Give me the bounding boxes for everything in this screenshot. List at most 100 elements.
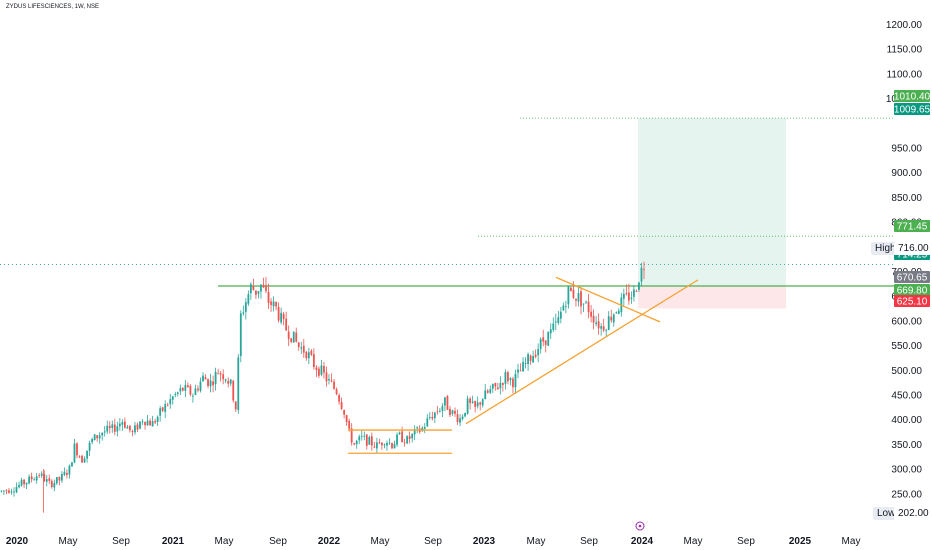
candle[interactable] [116,421,119,437]
candle[interactable] [580,286,582,315]
candle[interactable] [134,421,136,435]
candle[interactable] [358,434,361,445]
candle[interactable] [512,376,514,394]
candle[interactable] [413,425,416,441]
candle[interactable] [219,371,222,382]
candle[interactable] [406,435,409,445]
candle[interactable] [275,301,277,311]
candle[interactable] [53,479,56,492]
candle[interactable] [559,307,562,324]
candle[interactable] [287,325,290,346]
candle[interactable] [10,488,13,495]
candle[interactable] [360,430,363,441]
candle[interactable] [38,473,41,479]
candle[interactable] [441,403,444,418]
candle[interactable] [108,421,111,434]
candle[interactable] [181,387,184,392]
rising-support-line[interactable] [465,279,699,425]
candle[interactable] [605,328,608,338]
candle[interactable] [151,415,154,427]
candle[interactable] [393,440,396,449]
candle[interactable] [103,426,106,437]
candle[interactable] [514,369,517,394]
candle[interactable] [496,382,499,390]
candle[interactable] [73,438,76,464]
candle[interactable] [179,384,182,396]
candle[interactable] [169,393,172,409]
candle[interactable] [421,426,424,432]
candle[interactable] [81,454,83,463]
candle[interactable] [446,395,449,410]
candle[interactable] [76,442,78,459]
candle[interactable] [202,372,204,382]
candle[interactable] [96,435,99,442]
candle[interactable] [247,290,250,306]
candle[interactable] [355,439,358,449]
candle[interactable] [290,338,293,344]
candle[interactable] [197,385,199,393]
candle[interactable] [0,490,3,493]
candle[interactable] [270,298,272,312]
candle[interactable] [161,406,164,413]
candle[interactable] [171,395,174,405]
falling-resistance-line[interactable] [555,276,661,323]
candle[interactable] [381,442,383,450]
candle[interactable] [260,284,262,299]
candle[interactable] [335,387,338,396]
candle[interactable] [255,290,257,299]
candle[interactable] [572,281,575,300]
candle[interactable] [50,479,53,489]
candle[interactable] [471,395,474,404]
candle[interactable] [285,311,288,332]
candle[interactable] [426,414,429,428]
candle[interactable] [491,383,494,394]
candle[interactable] [48,474,51,484]
candle[interactable] [451,409,454,416]
candle[interactable] [229,378,232,387]
candle[interactable] [507,370,509,385]
candle[interactable] [544,340,547,353]
candle[interactable] [139,421,141,430]
candle[interactable] [60,471,63,483]
candle[interactable] [423,423,426,434]
candle[interactable] [280,307,283,325]
candle[interactable] [549,323,552,339]
candle[interactable] [83,456,86,463]
candle[interactable] [13,487,15,497]
candle[interactable] [617,308,620,315]
candle[interactable] [461,414,464,421]
candle[interactable] [595,315,598,327]
candle[interactable] [602,318,605,333]
candle[interactable] [136,422,139,433]
candle[interactable] [529,354,532,365]
candle[interactable] [590,305,592,323]
candle[interactable] [305,350,308,361]
candle[interactable] [207,378,209,389]
candle[interactable] [66,469,68,479]
candle[interactable] [459,413,461,427]
candle[interactable] [192,393,194,403]
candle[interactable] [88,440,91,457]
candle[interactable] [164,400,167,419]
candle[interactable] [328,374,330,385]
candle[interactable] [627,283,630,305]
candle[interactable] [98,432,101,444]
candle[interactable] [539,337,542,354]
candle[interactable] [43,470,46,482]
candle[interactable] [630,291,633,304]
candle[interactable] [318,366,320,379]
candle[interactable] [474,400,477,413]
candle[interactable] [353,442,356,446]
candle[interactable] [297,341,300,351]
candle[interactable] [466,395,469,415]
candle[interactable] [166,402,169,407]
candle[interactable] [315,365,318,377]
candle[interactable] [262,277,265,289]
candle[interactable] [469,396,472,410]
candle[interactable] [542,329,545,347]
candle[interactable] [131,429,134,437]
candle[interactable] [350,423,353,446]
candle[interactable] [486,388,489,394]
candle[interactable] [237,353,240,414]
